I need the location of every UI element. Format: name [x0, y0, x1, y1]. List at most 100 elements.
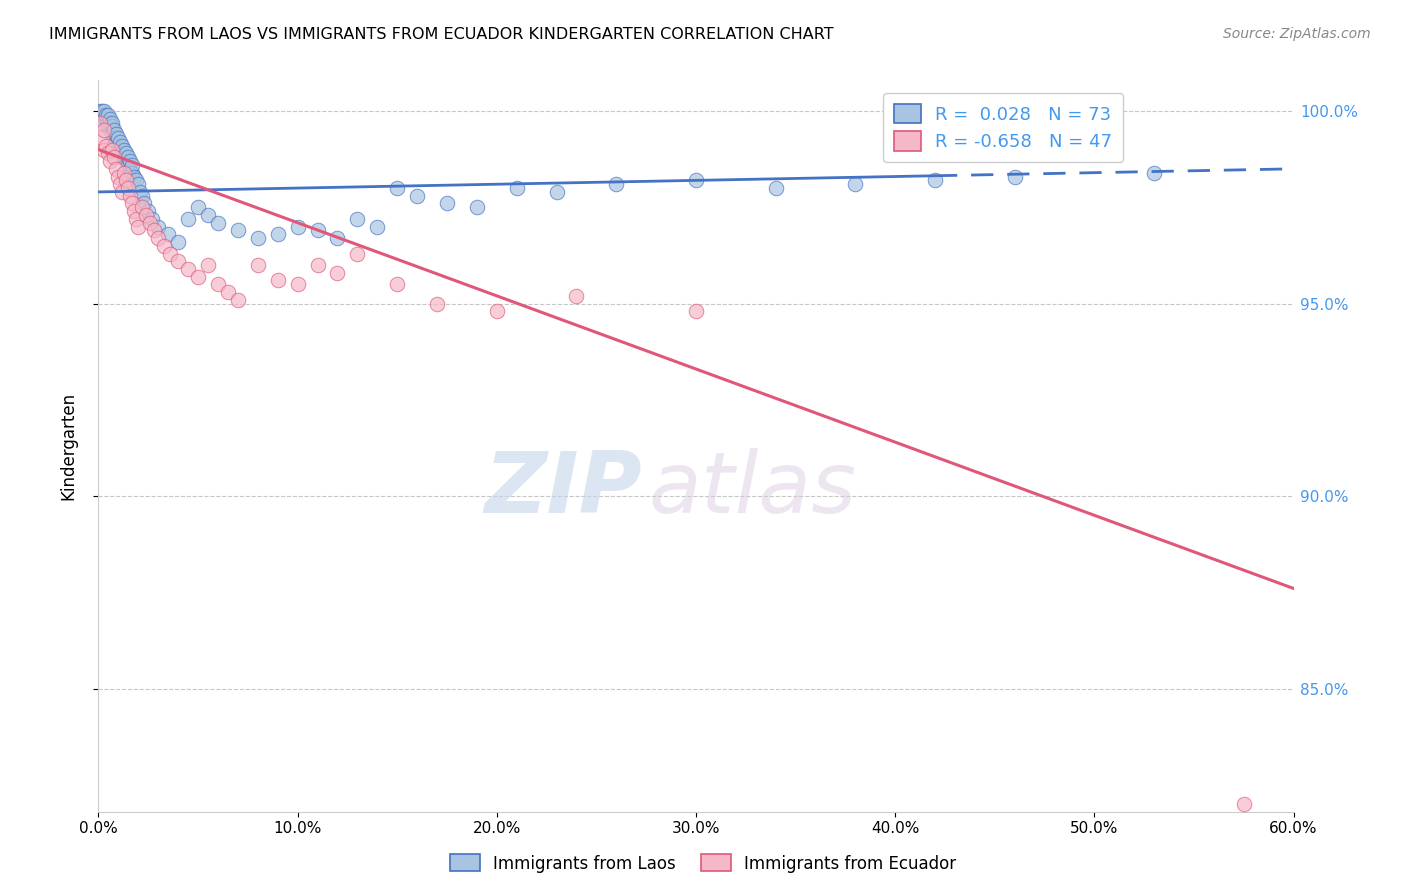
Point — [924, 173, 946, 187]
Point — [117, 158, 139, 172]
Point — [287, 277, 309, 292]
Point — [426, 296, 449, 310]
Point — [115, 154, 138, 169]
Text: ZIP: ZIP — [485, 449, 643, 532]
Point — [685, 304, 707, 318]
Point — [385, 181, 409, 195]
Legend: Immigrants from Laos, Immigrants from Ecuador: Immigrants from Laos, Immigrants from Ec… — [443, 847, 963, 880]
Point — [93, 143, 115, 157]
Point — [267, 227, 290, 242]
Point — [97, 146, 120, 161]
Point — [124, 169, 146, 184]
Point — [117, 150, 139, 164]
Point — [131, 200, 153, 214]
Point — [207, 216, 229, 230]
Point — [93, 108, 115, 122]
Point — [89, 115, 111, 129]
Point — [197, 258, 219, 272]
Point — [96, 108, 118, 122]
Point — [101, 143, 124, 157]
Point — [506, 181, 529, 195]
Point — [103, 131, 125, 145]
Point — [91, 112, 114, 126]
Point — [605, 178, 627, 192]
Point — [267, 273, 290, 287]
Point — [120, 188, 142, 202]
Point — [121, 166, 143, 180]
Point — [346, 211, 368, 226]
Point — [98, 115, 122, 129]
Point — [436, 196, 458, 211]
Point — [844, 178, 866, 192]
Point — [246, 258, 269, 272]
Point — [121, 196, 143, 211]
Point — [125, 173, 148, 187]
Point — [226, 293, 249, 307]
Point — [141, 211, 163, 226]
Point — [765, 181, 787, 195]
Point — [485, 304, 508, 318]
Point — [159, 246, 181, 260]
Point — [103, 123, 125, 137]
Point — [97, 120, 120, 134]
Point — [96, 112, 118, 126]
Point — [112, 150, 135, 164]
Point — [107, 138, 129, 153]
Point — [110, 135, 132, 149]
Point — [167, 254, 190, 268]
Point — [124, 204, 146, 219]
Point — [143, 223, 166, 237]
Point — [121, 158, 143, 172]
Point — [157, 227, 180, 242]
Point — [187, 200, 209, 214]
Point — [546, 185, 568, 199]
Point — [112, 143, 135, 157]
Point — [127, 178, 149, 192]
Text: IMMIGRANTS FROM LAOS VS IMMIGRANTS FROM ECUADOR KINDERGARTEN CORRELATION CHART: IMMIGRANTS FROM LAOS VS IMMIGRANTS FROM … — [49, 27, 834, 42]
Point — [101, 127, 124, 141]
Point — [120, 161, 142, 176]
Point — [136, 204, 159, 219]
Point — [117, 181, 139, 195]
Point — [226, 223, 249, 237]
Point — [96, 138, 118, 153]
Point — [217, 285, 239, 299]
Point — [307, 258, 329, 272]
Point — [110, 143, 132, 157]
Point — [366, 219, 388, 234]
Point — [287, 219, 309, 234]
Point — [97, 115, 120, 129]
Point — [465, 200, 488, 214]
Point — [148, 231, 170, 245]
Point — [207, 277, 229, 292]
Point — [93, 123, 115, 137]
Text: atlas: atlas — [648, 449, 856, 532]
Point — [197, 208, 219, 222]
Point — [93, 115, 115, 129]
Point — [326, 231, 349, 245]
Point — [1143, 166, 1166, 180]
Point — [103, 150, 125, 164]
Point — [111, 185, 134, 199]
Point — [105, 161, 128, 176]
Point — [111, 138, 134, 153]
Point — [101, 115, 124, 129]
Point — [685, 173, 707, 187]
Point — [93, 104, 115, 119]
Legend: R =  0.028   N = 73, R = -0.658   N = 47: R = 0.028 N = 73, R = -0.658 N = 47 — [883, 93, 1123, 161]
Point — [177, 261, 200, 276]
Point — [326, 266, 349, 280]
Point — [112, 166, 135, 180]
Text: Source: ZipAtlas.com: Source: ZipAtlas.com — [1223, 27, 1371, 41]
Point — [101, 120, 124, 134]
Point — [246, 231, 269, 245]
Point — [1004, 169, 1026, 184]
Point — [115, 146, 138, 161]
Point — [565, 289, 588, 303]
Y-axis label: Kindergarten: Kindergarten — [59, 392, 77, 500]
Point — [89, 104, 111, 119]
Point — [107, 131, 129, 145]
Point — [120, 154, 142, 169]
Point — [125, 211, 148, 226]
Point — [98, 123, 122, 137]
